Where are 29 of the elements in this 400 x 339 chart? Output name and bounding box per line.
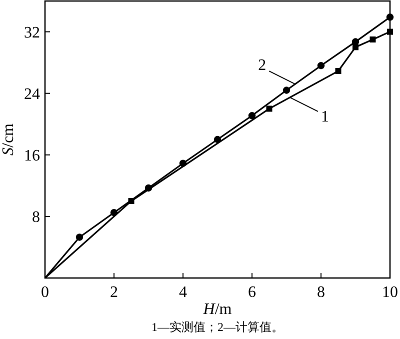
y-tick-label: 32 — [24, 24, 40, 42]
point — [387, 28, 393, 35]
point — [179, 160, 187, 167]
point — [214, 136, 222, 144]
point — [352, 38, 360, 46]
point — [317, 62, 325, 70]
point — [335, 68, 342, 74]
series-label: 2 — [258, 57, 266, 74]
x-axis-title: H/m — [202, 301, 232, 318]
point — [248, 112, 256, 120]
y-tick-label: 8 — [32, 208, 40, 226]
point — [76, 234, 84, 241]
point — [110, 208, 118, 216]
text: 1—实测值；2—计算值。 — [152, 320, 284, 334]
series-label: 1 — [320, 108, 329, 126]
point — [282, 86, 290, 94]
point — [266, 106, 272, 112]
x-tick-label: 10 — [382, 284, 398, 301]
x-tick-label: 0 — [41, 284, 49, 301]
y-tick-label: 16 — [24, 147, 40, 164]
x-tick-label: 4 — [179, 284, 187, 301]
point — [370, 36, 376, 42]
y-tick-label: 24 — [24, 86, 40, 103]
point — [144, 184, 152, 192]
x-tick-label: 2 — [110, 284, 118, 301]
x-tick-label: 6 — [248, 284, 256, 301]
point — [386, 14, 394, 21]
y-axis-title: S/cm — [0, 122, 17, 156]
x-tick-label: 8 — [317, 284, 325, 301]
